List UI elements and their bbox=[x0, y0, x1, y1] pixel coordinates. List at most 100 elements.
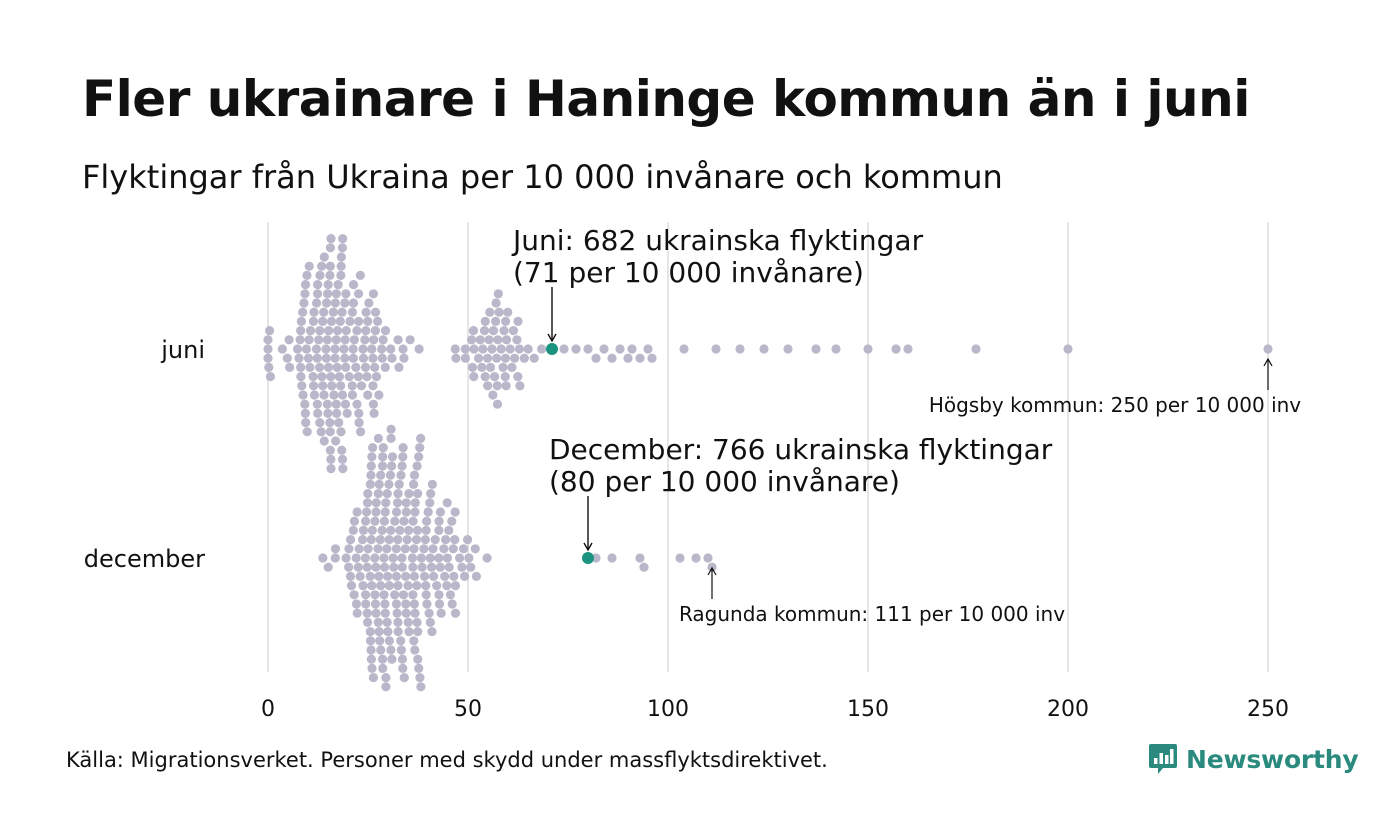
point-juni-42 bbox=[312, 399, 322, 409]
point-december-191 bbox=[428, 544, 438, 554]
point-december-161 bbox=[412, 461, 422, 471]
point-juni-219 bbox=[507, 362, 517, 372]
point-december-3 bbox=[330, 544, 341, 554]
point-december-37 bbox=[365, 636, 376, 646]
brand-name: Newsworthy bbox=[1186, 744, 1359, 774]
point-juni-99 bbox=[336, 270, 346, 280]
point-december-158 bbox=[411, 535, 422, 545]
point-juni-241 bbox=[643, 344, 653, 354]
point-december-163 bbox=[413, 489, 423, 499]
point-juni-112 bbox=[340, 298, 350, 308]
point-juni-50 bbox=[315, 270, 325, 280]
point-december-125 bbox=[397, 654, 408, 664]
point-december-108 bbox=[391, 599, 402, 609]
point-december-156 bbox=[410, 608, 420, 618]
point-december-153 bbox=[409, 470, 420, 480]
point-december-84 bbox=[381, 682, 391, 692]
point-december-193 bbox=[430, 535, 440, 545]
point-juni-69 bbox=[324, 326, 334, 336]
point-juni-209 bbox=[496, 344, 506, 354]
point-juni-181 bbox=[467, 362, 478, 372]
point-december-53 bbox=[371, 562, 381, 572]
point-juni-171 bbox=[394, 362, 404, 372]
point-juni-161 bbox=[373, 316, 383, 326]
point-december-162 bbox=[412, 525, 423, 536]
point-juni-132 bbox=[353, 372, 363, 382]
point-december-65 bbox=[375, 535, 385, 545]
point-juni-2 bbox=[263, 335, 273, 345]
point-juni-80 bbox=[326, 316, 337, 326]
point-juni-185 bbox=[473, 353, 484, 363]
point-december-146 bbox=[408, 590, 418, 600]
point-december-170 bbox=[416, 433, 426, 443]
point-juni-131 bbox=[352, 399, 362, 409]
point-december-214 bbox=[448, 544, 458, 554]
point-december-80 bbox=[380, 507, 390, 517]
point-december-98 bbox=[386, 424, 396, 434]
point-juni-12 bbox=[295, 335, 305, 345]
point-december-0 bbox=[318, 553, 328, 563]
point-december-218 bbox=[450, 581, 461, 591]
point-juni-250 bbox=[863, 344, 873, 354]
point-juni-183 bbox=[469, 372, 479, 382]
x-tick-label-100: 100 bbox=[647, 697, 689, 722]
point-december-222 bbox=[458, 544, 469, 554]
point-december-209 bbox=[444, 525, 454, 536]
point-juni-9 bbox=[285, 362, 295, 372]
point-december-63 bbox=[374, 479, 384, 489]
point-december-189 bbox=[427, 627, 437, 637]
point-juni-208 bbox=[494, 307, 504, 317]
point-december-67 bbox=[376, 470, 386, 480]
point-december-102 bbox=[388, 553, 398, 563]
point-juni-233 bbox=[583, 344, 593, 354]
point-december-46 bbox=[367, 525, 377, 536]
point-juni-247 bbox=[783, 344, 793, 354]
point-december-141 bbox=[404, 525, 414, 536]
point-december-85 bbox=[382, 544, 392, 554]
point-juni-73 bbox=[325, 261, 335, 271]
point-juni-62 bbox=[321, 298, 332, 308]
point-juni-64 bbox=[322, 399, 332, 409]
x-tick-label-150: 150 bbox=[847, 697, 889, 722]
point-december-196 bbox=[434, 525, 444, 536]
point-juni-225 bbox=[514, 344, 524, 354]
point-juni-106 bbox=[337, 454, 348, 464]
point-december-88 bbox=[383, 571, 393, 582]
point-december-180 bbox=[422, 516, 432, 526]
point-juni-165 bbox=[378, 335, 388, 345]
max-arrowhead-juni bbox=[1263, 357, 1273, 367]
point-juni-188 bbox=[478, 344, 488, 354]
point-december-199 bbox=[434, 599, 445, 609]
point-juni-138 bbox=[355, 427, 366, 437]
point-december-178 bbox=[421, 525, 431, 536]
point-juni-173 bbox=[399, 353, 409, 363]
point-december-91 bbox=[384, 535, 394, 545]
point-juni-123 bbox=[347, 390, 358, 400]
data-points bbox=[263, 234, 1273, 692]
point-juni-119 bbox=[344, 372, 354, 382]
point-december-4 bbox=[341, 553, 351, 563]
point-juni-55 bbox=[318, 381, 328, 391]
point-juni-68 bbox=[323, 362, 334, 372]
point-december-179 bbox=[421, 590, 431, 600]
point-december-55 bbox=[371, 608, 381, 618]
point-juni-229 bbox=[529, 353, 539, 363]
point-juni-102 bbox=[336, 252, 346, 262]
point-december-36 bbox=[365, 479, 375, 489]
point-juni-3 bbox=[264, 362, 274, 372]
point-december-231 bbox=[607, 553, 617, 563]
annotation-december-line2: (80 per 10 000 invånare) bbox=[549, 465, 900, 498]
point-juni-220 bbox=[508, 326, 519, 336]
point-juni-207 bbox=[493, 289, 503, 299]
point-juni-125 bbox=[348, 353, 358, 363]
point-juni-179 bbox=[460, 353, 470, 363]
point-juni-147 bbox=[363, 316, 373, 326]
point-december-126 bbox=[398, 452, 408, 462]
gridlines bbox=[267, 222, 1269, 672]
point-december-206 bbox=[442, 581, 452, 591]
point-december-42 bbox=[366, 654, 376, 664]
point-juni-245 bbox=[735, 344, 745, 354]
point-december-124 bbox=[397, 562, 407, 572]
point-juni-67 bbox=[323, 280, 333, 290]
x-tick-label-250: 250 bbox=[1247, 697, 1289, 722]
